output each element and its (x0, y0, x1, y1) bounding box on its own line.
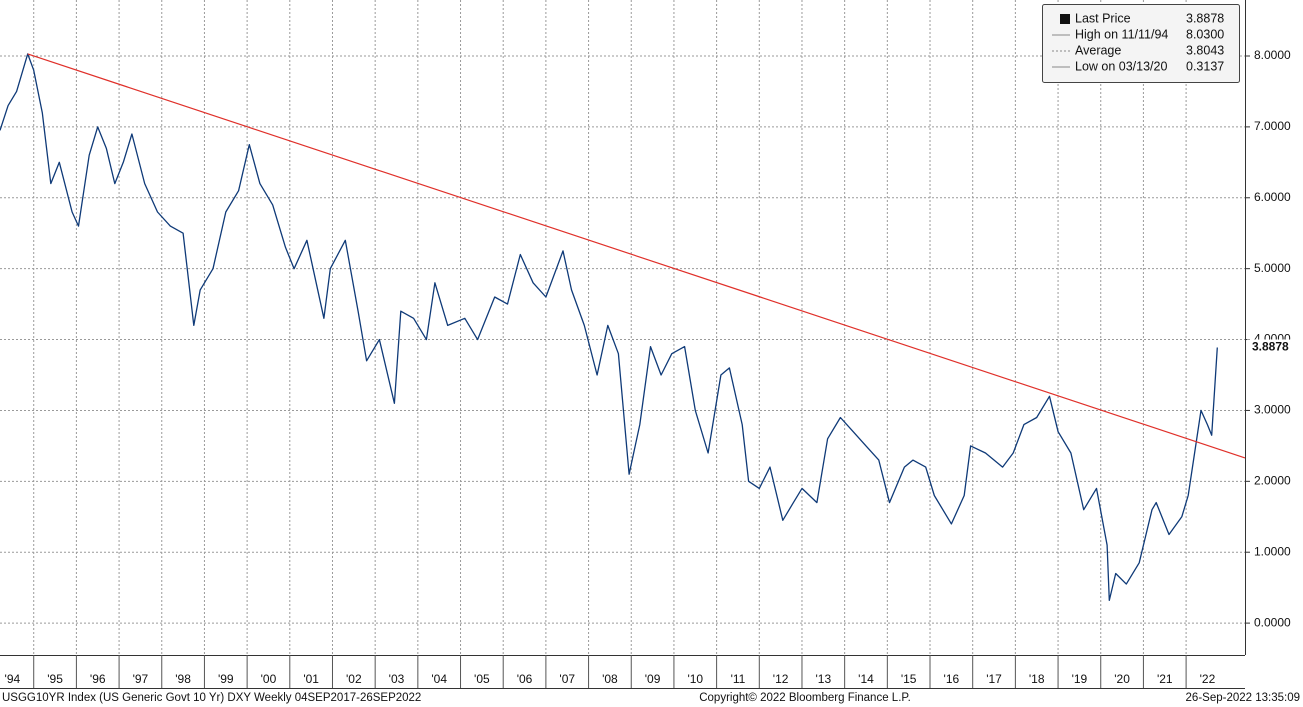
x-tick-label: '95 (47, 672, 63, 686)
trend-line (27, 53, 1246, 459)
x-tick-label: '09 (645, 672, 661, 686)
x-tick-label: '20 (1114, 672, 1130, 686)
x-tick-label: '14 (858, 672, 874, 686)
x-tick-label: '21 (1157, 672, 1173, 686)
x-tick-label: '16 (944, 672, 960, 686)
legend-label: High on 11/11/94 (1075, 27, 1168, 41)
y-tick-label: 3.0000 (1254, 403, 1291, 417)
x-tick-label: '08 (602, 672, 618, 686)
x-tick-label: '17 (986, 672, 1002, 686)
footer-left: USGG10YR Index (US Generic Govt 10 Yr) D… (2, 692, 421, 704)
x-tick-label: '10 (687, 672, 703, 686)
legend-label: Last Price (1075, 11, 1131, 25)
footer-right: 26-Sep-2022 13:35:09 (1186, 692, 1300, 704)
x-tick-label: '97 (133, 672, 149, 686)
footer-center: Copyright© 2022 Bloomberg Finance L.P. (699, 692, 911, 704)
x-tick-label: '01 (303, 672, 319, 686)
price-line (0, 53, 1218, 602)
y-tick-label: 8.0000 (1254, 48, 1291, 62)
y-tick-label: 7.0000 (1254, 119, 1291, 133)
y-tick-label: 5.0000 (1254, 261, 1291, 275)
x-tick-label: '15 (901, 672, 917, 686)
x-tick-label: '96 (90, 672, 106, 686)
legend-value: 0.3137 (1186, 59, 1224, 73)
legend-swatch (1060, 14, 1070, 24)
x-tick-label: '02 (346, 672, 362, 686)
legend-label: Low on 03/13/20 (1075, 59, 1167, 73)
legend: Last Price 3.8878 High on 11/11/94 8.0300 Av… (1042, 4, 1240, 83)
x-tick-label: '94 (5, 672, 21, 686)
legend-label: Average (1075, 43, 1121, 57)
legend-value: 3.8878 (1186, 11, 1224, 25)
x-tick-label: '06 (517, 672, 533, 686)
x-tick-label: '11 (731, 672, 746, 686)
x-tick-label: '98 (175, 672, 191, 686)
last-value-label: 3.8878 (1252, 340, 1289, 354)
x-tick-label: '05 (474, 672, 490, 686)
x-tick-label: '04 (431, 672, 447, 686)
legend-value: 8.0300 (1186, 27, 1224, 41)
x-tick-label: '19 (1072, 672, 1088, 686)
x-tick-label: '07 (559, 672, 575, 686)
y-tick-label: 1.0000 (1254, 544, 1291, 558)
y-tick-label: 2.0000 (1254, 473, 1291, 487)
last-value-tag (1247, 339, 1302, 356)
x-tick-label: '22 (1200, 672, 1216, 686)
x-tick-label: '18 (1029, 672, 1045, 686)
legend-value: 3.8043 (1186, 43, 1224, 57)
x-tick-label: '12 (773, 672, 789, 686)
y-tick-label: 0.0000 (1254, 615, 1291, 629)
y-tick-label: 6.0000 (1254, 190, 1291, 204)
x-tick-label: '03 (389, 672, 405, 686)
x-tick-label: '99 (218, 672, 234, 686)
x-tick-label: '13 (815, 672, 831, 686)
legend-box (1042, 4, 1240, 83)
x-tick-label: '00 (261, 672, 277, 686)
